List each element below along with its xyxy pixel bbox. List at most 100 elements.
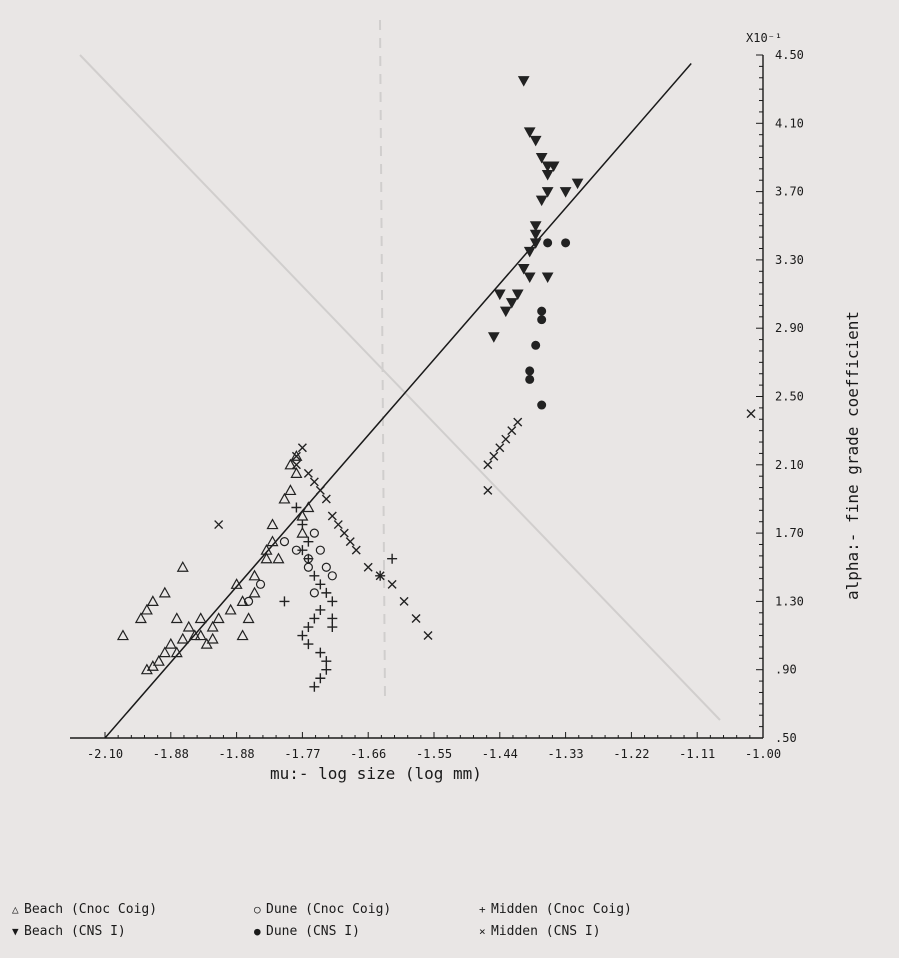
point-triangle-up [146,595,159,606]
triangle-up-open-icon: △ [12,902,19,916]
point-x [387,579,397,589]
point-x [501,434,511,444]
point-triangle-up [224,603,237,615]
point-plus [321,587,332,598]
point-triangle-up [152,654,165,666]
x-tick-label: -1.00 [745,747,781,761]
point-plus [297,630,308,641]
x-tick-label: -1.77 [284,747,320,761]
point-triangle-up [140,603,153,615]
triangle-down-filled-icon: ▼ [12,924,19,938]
point-triangle-up [236,629,249,641]
y-tick-label: 4.50 [775,48,804,62]
point-triangle-up [296,526,309,538]
point-plus [387,553,398,564]
series-plus [279,502,398,692]
point-triangle-down [523,272,536,284]
point-triangle-up [242,612,255,624]
point-x [495,443,505,453]
point-x [291,451,301,461]
point-triangle-up [248,569,261,581]
x-tick-label: -1.44 [482,747,518,761]
point-plus [309,681,320,692]
point-circle-filled [543,238,553,248]
point-x [315,485,325,495]
point-triangle-down [547,161,560,173]
scatter-plot: -2.10 -1.88 -1.88 -1.77 -1.66 -1.55 -1.44 -1.33… [70,19,862,783]
point-plus [297,519,308,530]
y-tick-label: 1.70 [775,526,804,540]
x-tick-label: -1.55 [416,747,452,761]
point-x [291,460,301,470]
point-circle-filled [531,340,541,350]
y-tick-label: 2.10 [775,458,804,472]
point-circle-open [327,571,337,581]
x-icon: × [479,924,486,938]
fit-line [104,63,692,739]
point-plus [309,613,320,624]
axes [70,54,764,739]
point-triangle-up [176,561,189,572]
point-triangle-down [535,152,548,164]
y-tick-label: .90 [775,663,797,677]
point-triangle-up [290,467,303,478]
point-circle-filled [561,238,571,248]
point-triangle-up [176,632,189,644]
point-x [309,477,319,487]
point-triangle-up [188,629,201,641]
point-x [321,494,331,504]
series-x [214,409,756,641]
point-plus [303,553,314,564]
point-triangle-down [487,332,500,343]
point-plus [309,570,320,581]
x-tick-label: -1.88 [153,747,189,761]
point-circle-filled [537,315,547,325]
legend-label: Beach (CNS I) [24,923,126,939]
y-tick-label: 1.30 [775,594,804,608]
point-circle-open [279,537,290,547]
legend-row-2: ▼ Beach (CNS I) ● Dune (CNS I) × Midden (CN… [12,920,892,942]
point-triangle-up [230,578,243,589]
legend-item-dune-cnoc-coig: ○ Dune (Cnoc Coig) [254,902,479,917]
point-circle-open [309,588,319,598]
point-x [507,426,517,436]
point-triangle-up [170,646,183,658]
point-x [399,596,409,606]
point-triangle-down [511,289,524,301]
point-x [327,511,337,521]
legend-item-dune-cns-i: ● Dune (CNS I) [254,924,479,939]
point-triangle-down [541,272,554,284]
legend-item-midden-cnoc-coig: + Midden (Cnoc Coig) [479,902,632,917]
y-axis-multiplier: X10⁻¹ [746,31,782,45]
point-triangle-down [535,195,548,207]
series-triangle-down-filled [487,76,584,343]
point-triangle-up [206,620,219,632]
legend-row-1: △ Beach (Cnoc Coig) ○ Dune (Cnoc Coig) + Mi… [12,898,892,920]
point-triangle-up [146,660,159,671]
point-triangle-down [505,298,518,309]
x-axis-label: mu:- log size (log mm) [270,764,482,783]
point-circle-filled [537,306,547,316]
plus-icon: + [479,902,486,916]
point-plus [315,647,326,658]
y-tick-label: 3.70 [775,185,804,199]
point-plus [303,536,314,547]
point-triangle-up [194,629,207,641]
point-triangle-up [212,612,225,624]
point-triangle-down [523,246,536,258]
y-tick-label: .50 [775,731,797,745]
point-triangle-up [290,450,303,461]
point-triangle-up [266,535,279,547]
point-plus [327,622,338,633]
point-plus [291,502,302,513]
x-tick-label: -2.10 [87,747,123,761]
point-circle-open [321,562,331,572]
point-triangle-down [541,170,554,181]
point-triangle-up [302,501,315,513]
y-tick-label: 2.90 [775,321,804,335]
point-triangle-down [517,76,530,87]
point-triangle-up [284,484,297,496]
point-circle-open [303,562,313,572]
legend-label: Midden (CNS I) [491,923,601,939]
